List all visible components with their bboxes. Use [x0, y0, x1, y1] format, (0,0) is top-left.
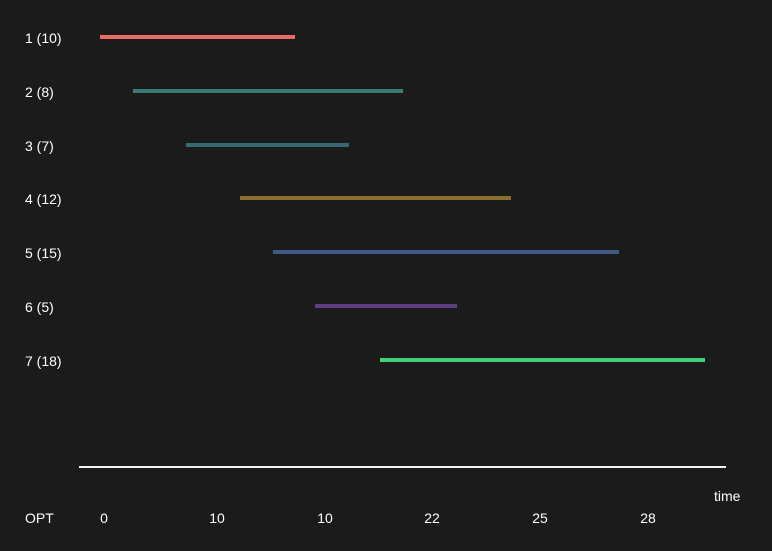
opt-value-3: 10 — [317, 510, 333, 526]
opt-value-1: 0 — [100, 510, 108, 526]
job-bar-5 — [273, 250, 619, 254]
opt-value-5: 25 — [532, 510, 548, 526]
job-label-5: 5 (15) — [25, 245, 62, 261]
job-label-1: 1 (10) — [25, 30, 62, 46]
job-label-2: 2 (8) — [25, 84, 54, 100]
job-bar-2 — [133, 89, 403, 93]
job-bar-3 — [186, 143, 349, 147]
job-label-7: 7 (18) — [25, 353, 62, 369]
time-axis-title: time — [714, 488, 741, 504]
job-bar-6 — [315, 304, 457, 308]
time-axis-line — [79, 466, 726, 468]
job-label-4: 4 (12) — [25, 191, 62, 207]
job-label-6: 6 (5) — [25, 299, 54, 315]
job-bar-4 — [240, 196, 511, 200]
job-bar-1 — [100, 35, 295, 39]
opt-value-2: 10 — [209, 510, 225, 526]
job-label-3: 3 (7) — [25, 138, 54, 154]
job-bar-7 — [380, 358, 705, 362]
opt-value-6: 28 — [640, 510, 656, 526]
opt-label: OPT — [25, 510, 54, 526]
opt-value-4: 22 — [424, 510, 440, 526]
